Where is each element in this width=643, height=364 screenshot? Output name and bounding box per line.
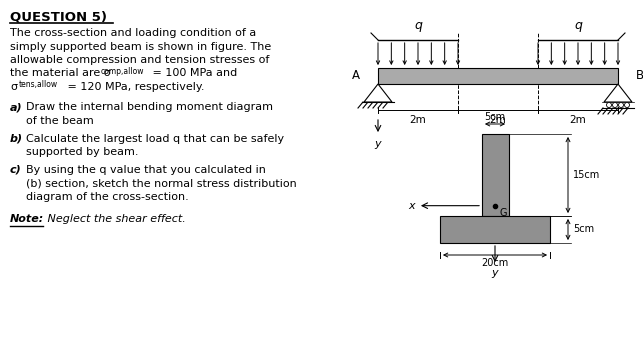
Text: A: A <box>352 69 360 82</box>
Text: The cross-section and loading condition of a: The cross-section and loading condition … <box>10 28 257 38</box>
Circle shape <box>613 103 617 107</box>
Text: = 120 MPa, respectively.: = 120 MPa, respectively. <box>64 82 204 92</box>
Text: q: q <box>414 19 422 32</box>
Text: simply supported beam is shown in figure. The: simply supported beam is shown in figure… <box>10 41 271 51</box>
Text: QUESTION 5): QUESTION 5) <box>10 10 107 23</box>
Text: c): c) <box>10 165 22 175</box>
Text: x: x <box>408 201 415 211</box>
Bar <box>482 134 509 216</box>
Circle shape <box>624 103 629 107</box>
Text: Draw the internal bending moment diagram: Draw the internal bending moment diagram <box>26 102 273 112</box>
Text: 15cm: 15cm <box>573 170 601 180</box>
Text: allowable compression and tension stresses of: allowable compression and tension stress… <box>10 55 269 65</box>
Text: y: y <box>492 268 498 278</box>
Polygon shape <box>364 84 392 102</box>
Text: (b) section, sketch the normal stress distribution: (b) section, sketch the normal stress di… <box>26 178 297 189</box>
Text: b): b) <box>10 134 23 143</box>
Text: σ: σ <box>10 82 17 92</box>
Text: tens,allow: tens,allow <box>19 80 58 89</box>
Text: comp,allow: comp,allow <box>101 67 145 75</box>
Bar <box>440 216 550 243</box>
Text: 2m: 2m <box>410 115 426 125</box>
Text: y: y <box>375 139 381 149</box>
Text: By using the q value that you calculated in: By using the q value that you calculated… <box>26 165 266 175</box>
Text: B: B <box>636 69 643 82</box>
Bar <box>378 68 618 84</box>
Polygon shape <box>604 84 632 102</box>
Text: 2m: 2m <box>570 115 586 125</box>
Text: the material are σ: the material are σ <box>10 68 111 79</box>
Text: 20cm: 20cm <box>482 258 509 268</box>
Text: = 100 MPa and: = 100 MPa and <box>149 68 237 79</box>
Text: q: q <box>574 19 582 32</box>
Text: a): a) <box>10 102 23 112</box>
Text: G: G <box>499 208 507 218</box>
Text: 5cm: 5cm <box>484 112 505 122</box>
Text: of the beam: of the beam <box>26 115 94 126</box>
Circle shape <box>606 103 611 107</box>
Text: diagram of the cross-section.: diagram of the cross-section. <box>26 192 189 202</box>
Text: supported by beam.: supported by beam. <box>26 147 138 157</box>
Text: Note:: Note: <box>10 214 44 224</box>
Circle shape <box>619 103 624 107</box>
Text: 2m: 2m <box>489 115 507 125</box>
Text: Calculate the largest load q that can be safely: Calculate the largest load q that can be… <box>26 134 284 143</box>
Text: Neglect the shear effect.: Neglect the shear effect. <box>44 214 186 224</box>
Text: 5cm: 5cm <box>573 225 594 234</box>
